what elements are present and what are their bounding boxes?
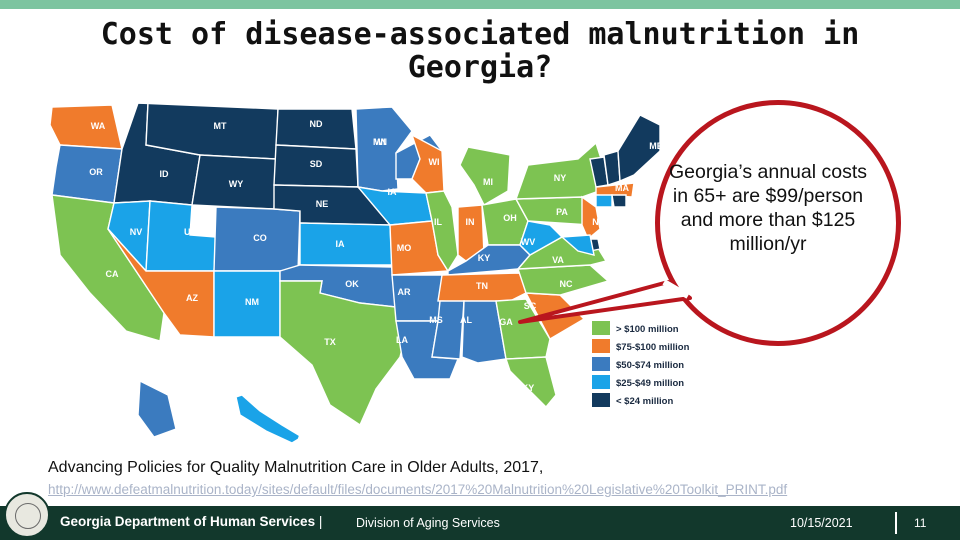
- state-label-al: AL: [460, 315, 472, 325]
- legend-swatch: [592, 339, 610, 353]
- citation-text: Advancing Policies for Quality Malnutrit…: [48, 459, 544, 476]
- callout-text: Georgia’s annual costs in 65+ are $99/pe…: [668, 161, 867, 255]
- state-label-ca: CA: [106, 269, 119, 279]
- state-label-nm: NM: [245, 297, 259, 307]
- page-number: 11: [914, 516, 927, 530]
- state-label-co: CO: [253, 233, 267, 243]
- department-name: Georgia Department of Human Services |: [60, 514, 323, 529]
- state-label-oh: OH: [503, 213, 517, 223]
- state-label-il: IL: [434, 217, 443, 227]
- state-label-ga: GA: [499, 317, 513, 327]
- state-label-pa: PA: [556, 207, 568, 217]
- state-label-ne: NE: [316, 199, 329, 209]
- title-line-1: Cost of disease-associated malnutrition …: [100, 17, 860, 52]
- state-co: [213, 206, 301, 272]
- state-tn: [437, 272, 527, 304]
- legend-label: > $100 million: [616, 324, 679, 335]
- state-ri: [611, 194, 627, 208]
- title-line-2: Georgia?: [407, 50, 553, 85]
- state-label-ky: KY: [478, 253, 491, 263]
- legend-label: $75-$100 million: [616, 342, 690, 353]
- state-mi: [459, 146, 511, 206]
- state-wv: [519, 220, 564, 256]
- state-ct: [595, 194, 613, 208]
- callout-circle: [655, 100, 901, 346]
- state-label-tx: TX: [324, 337, 336, 347]
- state-label-wy: WY: [229, 179, 244, 189]
- legend-swatch: [592, 357, 610, 371]
- state-label-ok: OK: [345, 279, 359, 289]
- state-label-ia: IA: [388, 187, 398, 197]
- state-label-id: ID: [160, 169, 170, 179]
- state-label-az: AZ: [186, 293, 198, 303]
- map-legend: > $100 million $75-$100 million $50-$74 mi…: [592, 321, 690, 407]
- state-label-mi: MI: [483, 177, 493, 187]
- state-label-ny: NY: [554, 173, 567, 183]
- state-ma: [595, 182, 635, 198]
- state-al: [461, 300, 507, 364]
- state-md: [560, 234, 595, 256]
- state-label-mo: MO: [397, 243, 412, 253]
- state-label-la: LA: [396, 335, 408, 345]
- state-label-ma: MA: [615, 183, 629, 193]
- state-label-md: MD: [609, 253, 623, 263]
- state-label-ky: KY: [522, 383, 535, 393]
- legend-label: $25-$49 million: [616, 378, 684, 389]
- state-wa: [49, 104, 123, 150]
- state-pa: [514, 196, 591, 226]
- state-label-ia: IA: [336, 239, 346, 249]
- state-nj: [581, 195, 601, 241]
- state-label-tn: TN: [476, 281, 488, 291]
- slide-title: Cost of disease-associated malnutrition …: [40, 18, 920, 84]
- state-label-ak: AK: [298, 431, 311, 441]
- legend-label: $50-$74 million: [616, 360, 684, 371]
- state-label-ar: AR: [398, 287, 411, 297]
- state-tx: [279, 280, 409, 427]
- georgia-seal-icon: [4, 492, 50, 538]
- state-label-me: ME: [649, 141, 663, 151]
- state-label-nd: ND: [310, 119, 323, 129]
- state-label-wi: WI: [375, 137, 386, 147]
- state-label-va: VA: [552, 255, 564, 265]
- footer-bar: [0, 506, 960, 540]
- state-label-nv: NV: [130, 227, 143, 237]
- state-label-ri: RI: [634, 217, 643, 227]
- state-label-in: IN: [466, 217, 475, 227]
- source-link[interactable]: http://www.defeatmalnutrition.today/site…: [48, 482, 788, 497]
- state-label-mt: MT: [214, 121, 227, 131]
- state-ut: [145, 200, 217, 272]
- division-name: Division of Aging Services: [356, 516, 500, 530]
- state-label-or: OR: [89, 167, 103, 177]
- state-label-sd: SD: [310, 159, 323, 169]
- state-hi: [137, 379, 177, 438]
- state-label-hi: HI: [166, 387, 175, 397]
- state-ia: [299, 222, 393, 266]
- top-accent-bar: [0, 0, 960, 9]
- state-ky: [505, 356, 557, 409]
- state-label-nj: NJ: [592, 217, 604, 227]
- state-label-wi: WI: [429, 157, 440, 167]
- state-ms: [431, 300, 465, 360]
- state-label-wa: WA: [91, 121, 106, 131]
- state-il: [425, 190, 459, 273]
- state-label-ms: MS: [429, 315, 443, 325]
- state-ak: [235, 394, 304, 444]
- legend-label: < $24 million: [616, 396, 673, 407]
- legend-swatch: [592, 375, 610, 389]
- legend-swatch: [592, 321, 610, 335]
- state-label-ut: UT: [184, 227, 196, 237]
- footer-divider: [895, 512, 897, 534]
- state-me: [617, 114, 661, 183]
- state-or: [51, 144, 123, 204]
- legend-swatch: [592, 393, 610, 407]
- state-label-nc: NC: [560, 279, 573, 289]
- us-map: WA OR CA ID NV MT WY UT AZ CO NM ND SD NE IA OK TX MN IA MO…: [49, 102, 690, 444]
- state-nd: [275, 108, 357, 150]
- footer-separator: |: [318, 514, 323, 529]
- state-label-mn: MN: [373, 137, 387, 147]
- state-label-sc: SC: [524, 301, 537, 311]
- slide-date: 10/15/2021: [790, 516, 853, 530]
- state-label-wv: WV: [521, 237, 536, 247]
- state-label-de: DE: [610, 235, 623, 245]
